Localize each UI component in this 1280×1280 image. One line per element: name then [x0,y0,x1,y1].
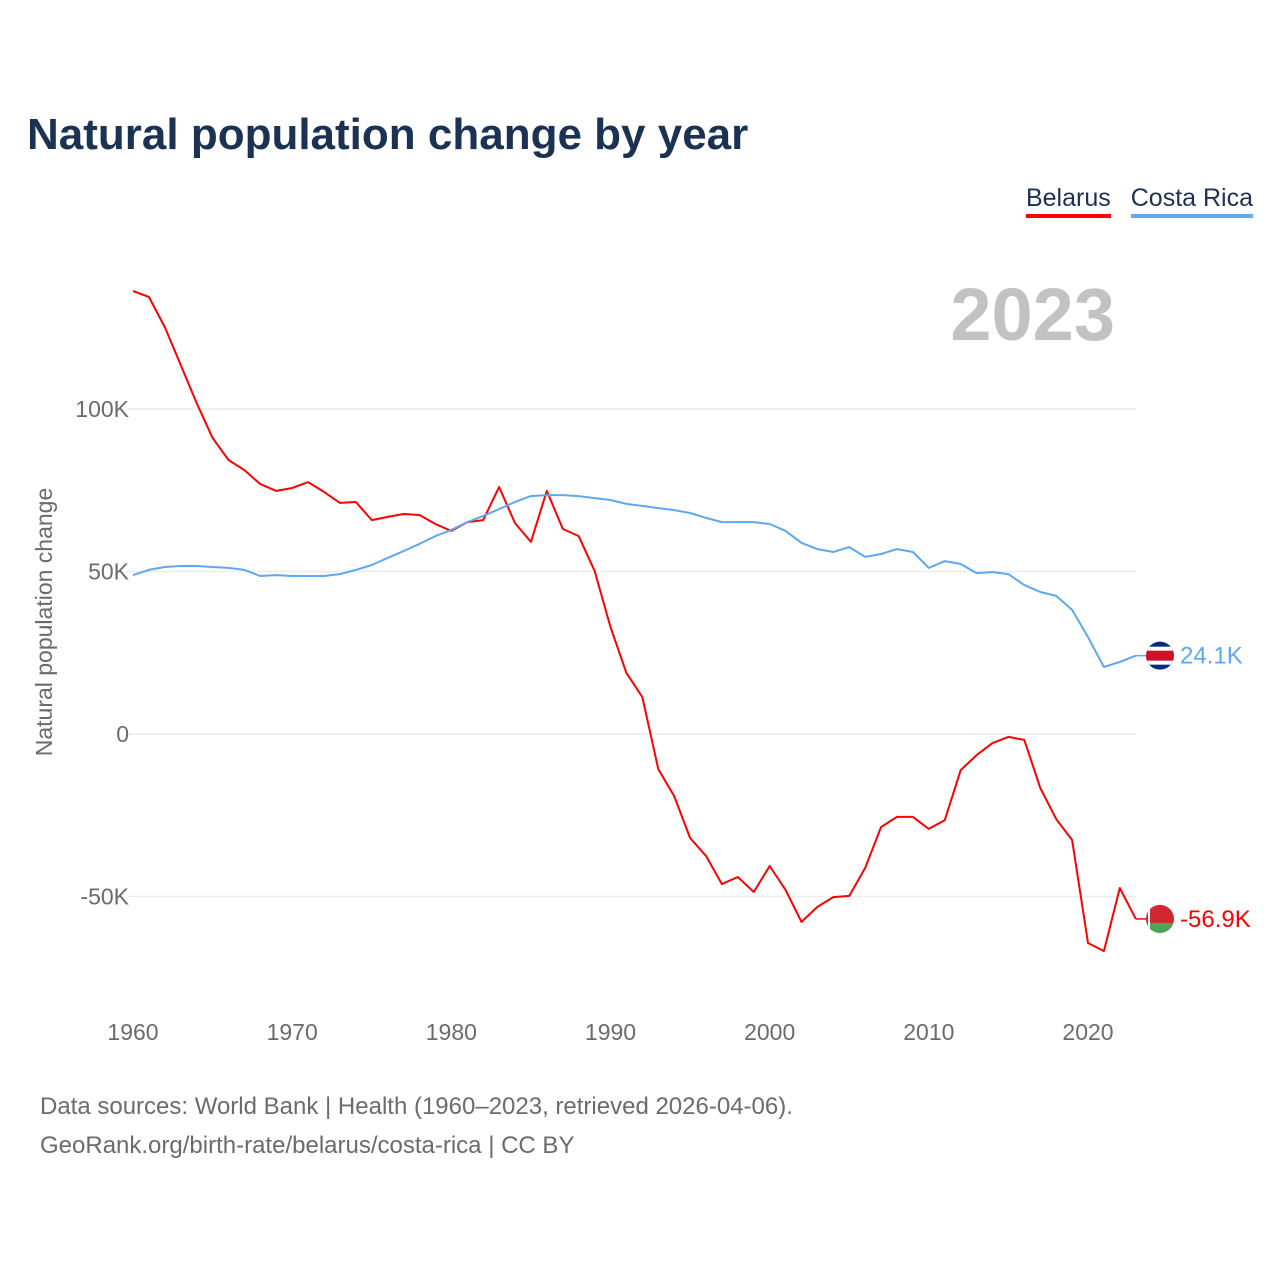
y-tick-label: 50K [88,559,130,585]
attribution-text: GeoRank.org/birth-rate/belarus/costa-ric… [40,1132,575,1159]
y-axis-label: Natural population change [31,488,57,757]
chart-title: Natural population change by year [27,110,749,159]
x-tick-label: 1960 [107,1019,158,1045]
legend: Belarus Costa Rica [1025,184,1253,218]
series-line-costa-rica [132,494,1137,668]
year-watermark: 2023 [950,273,1115,356]
series-line-belarus [132,290,1137,953]
end-value-label: 24.1K [1180,643,1243,670]
x-tick-label: 2000 [744,1019,795,1045]
y-axis-ticks: -50K 0 50K 100K [75,396,129,910]
footer: Data sources: World Bank | Health (1960–… [40,1087,793,1165]
x-tick-label: 1970 [267,1019,318,1045]
gridlines [127,408,1136,898]
legend-item-costa-rica[interactable]: Costa Rica [1130,184,1253,218]
series-lines [132,290,1137,953]
x-tick-label: 2010 [903,1019,954,1045]
costa-rica-flag-icon [1146,641,1174,670]
x-tick-label: 2020 [1062,1019,1113,1045]
series-end-labels: -56.9K 24.1K [1135,641,1251,933]
y-tick-label: 0 [116,721,129,747]
x-tick-label: 1980 [426,1019,477,1045]
end-value-label: -56.9K [1180,906,1251,933]
data-sources-text: Data sources: World Bank | Health (1960–… [40,1093,793,1120]
belarus-flag-icon [1146,904,1174,933]
x-axis-ticks: 1960 1970 1980 1990 2000 2010 2020 [107,1019,1113,1045]
legend-item-belarus[interactable]: Belarus [1025,184,1111,218]
y-tick-label: 100K [75,396,129,422]
y-tick-label: -50K [80,884,129,910]
x-tick-label: 1990 [585,1019,636,1045]
